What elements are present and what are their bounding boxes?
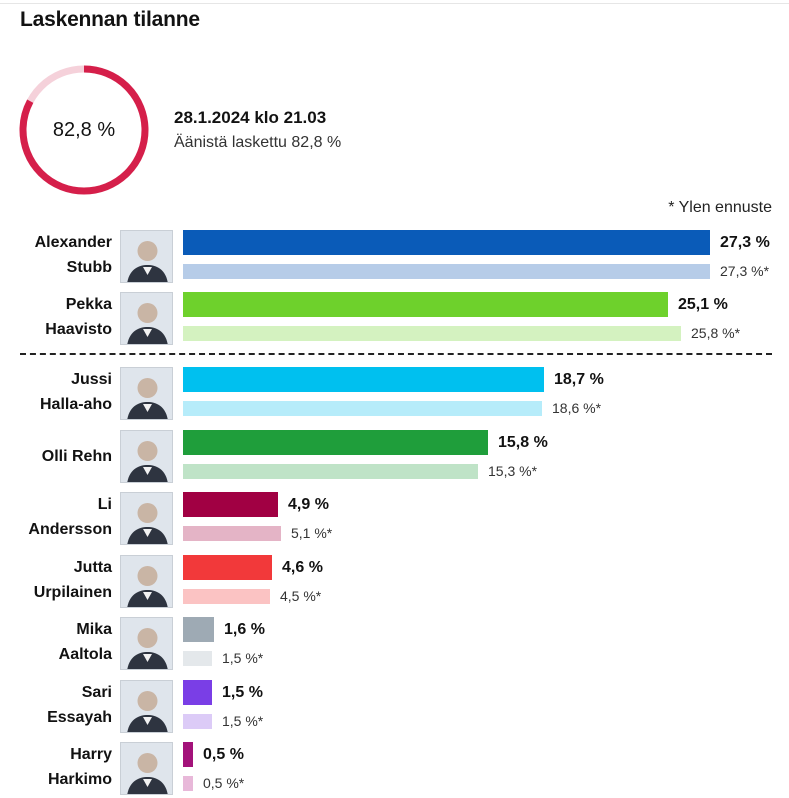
forecast-bar [183, 589, 270, 604]
count-timestamp: 28.1.2024 klo 21.03 [174, 108, 327, 127]
dashed-separator [20, 353, 772, 355]
candidate-photo [120, 430, 173, 483]
candidate-name-line1: Pekka [65, 296, 112, 313]
result-bar [183, 492, 278, 517]
result-value-label: 27,3 % [720, 234, 770, 251]
candidate-name-line2: Urpilainen [33, 584, 112, 601]
forecast-value-label: 0,5 %* [203, 775, 245, 791]
page-title: Laskennan tilanne [20, 8, 200, 31]
candidate-name: Jutta Urpilainen [0, 555, 112, 605]
result-value-label: 0,5 % [203, 746, 244, 763]
forecast-bar [183, 526, 281, 541]
result-value-label: 4,9 % [288, 496, 329, 513]
top-divider [0, 3, 789, 4]
candidate-photo [120, 492, 173, 545]
candidate-row: Jussi Halla-aho 18,7 % 18,6 %* [0, 367, 789, 423]
candidate-name-line1: Sari [81, 684, 112, 701]
candidate-row: Jutta Urpilainen 4,6 % 4,5 %* [0, 555, 789, 611]
progress-ring-fill [19, 65, 149, 195]
candidate-name-line2: Haavisto [45, 321, 112, 338]
candidate-photo [120, 367, 173, 420]
candidate-name: Sari Essayah [0, 680, 112, 730]
forecast-value-label: 18,6 %* [552, 400, 602, 416]
result-value-label: 1,5 % [222, 684, 263, 701]
forecast-bar [183, 401, 542, 416]
forecast-value-label: 25,8 %* [691, 325, 741, 341]
result-value-label: 25,1 % [678, 296, 728, 313]
candidate-name-line1: Jutta [73, 559, 112, 576]
candidate-name: Li Andersson [0, 492, 112, 542]
forecast-bar [183, 651, 212, 666]
candidate-name-line2: Andersson [28, 521, 112, 538]
result-value-label: 15,8 % [498, 434, 548, 451]
candidate-row: Alexander Stubb 27,3 % 27,3 %* [0, 230, 789, 286]
forecast-value-label: 1,5 %* [222, 713, 264, 729]
candidate-row: Harry Harkimo 0,5 % 0,5 %* [0, 742, 789, 798]
result-value-label: 18,7 % [554, 371, 604, 388]
forecast-bar [183, 714, 212, 729]
candidate-photo [120, 292, 173, 345]
candidate-name: Mika Aaltola [0, 617, 112, 667]
forecast-value-label: 4,5 %* [280, 588, 322, 604]
candidate-photo [120, 617, 173, 670]
result-value-label: 4,6 % [282, 559, 323, 576]
forecast-value-label: 27,3 %* [720, 263, 770, 279]
candidate-name-line1: Alexander [34, 234, 112, 251]
forecast-bar [183, 776, 193, 791]
result-bar [183, 617, 214, 642]
forecast-value-label: 1,5 %* [222, 650, 264, 666]
candidate-name-line1: Harry [70, 746, 112, 763]
result-bar [183, 555, 272, 580]
candidate-name: Jussi Halla-aho [0, 367, 112, 417]
result-value-label: 1,6 % [224, 621, 265, 638]
candidate-name: Olli Rehn [0, 444, 112, 469]
candidate-name-line1: Jussi [71, 371, 112, 388]
candidate-name-line1: Mika [76, 621, 112, 638]
candidate-row: Mika Aaltola 1,6 % 1,5 %* [0, 617, 789, 673]
progress-percentage: 82,8 % [52, 118, 116, 141]
candidate-row: Sari Essayah 1,5 % 1,5 %* [0, 680, 789, 736]
result-bar [183, 680, 212, 705]
forecast-value-label: 15,3 %* [488, 463, 538, 479]
candidate-name-line2: Stubb [66, 259, 112, 276]
candidate-name-line2: Halla-aho [39, 396, 112, 413]
candidate-row: Pekka Haavisto 25,1 % 25,8 %* [0, 292, 789, 348]
candidate-name-line1: Li [97, 496, 112, 513]
candidate-name-line2: Essayah [47, 709, 112, 726]
result-bar [183, 742, 193, 767]
candidate-photo [120, 555, 173, 608]
result-bar [183, 230, 710, 255]
forecast-bar [183, 264, 710, 279]
forecast-legend-note: * Ylen ennuste [668, 199, 772, 216]
forecast-bar [183, 326, 681, 341]
result-bar [183, 430, 488, 455]
candidate-name: Alexander Stubb [0, 230, 112, 280]
counted-status-text: Äänistä laskettu 82,8 % [174, 134, 342, 151]
result-bar [183, 292, 668, 317]
candidate-name: Harry Harkimo [0, 742, 112, 792]
forecast-value-label: 5,1 %* [291, 525, 333, 541]
result-bar [183, 367, 544, 392]
candidate-row: Li Andersson 4,9 % 5,1 %* [0, 492, 789, 548]
count-progress-ring [19, 65, 149, 195]
candidate-name-line2: Aaltola [58, 646, 112, 663]
candidate-photo [120, 230, 173, 283]
candidate-name-line2: Harkimo [47, 771, 112, 788]
candidate-name: Pekka Haavisto [0, 292, 112, 342]
candidate-photo [120, 680, 173, 733]
candidate-name-line1: Olli Rehn [41, 448, 112, 465]
forecast-bar [183, 464, 478, 479]
candidate-photo [120, 742, 173, 795]
candidate-row: Olli Rehn 15,8 % 15,3 %* [0, 430, 789, 486]
